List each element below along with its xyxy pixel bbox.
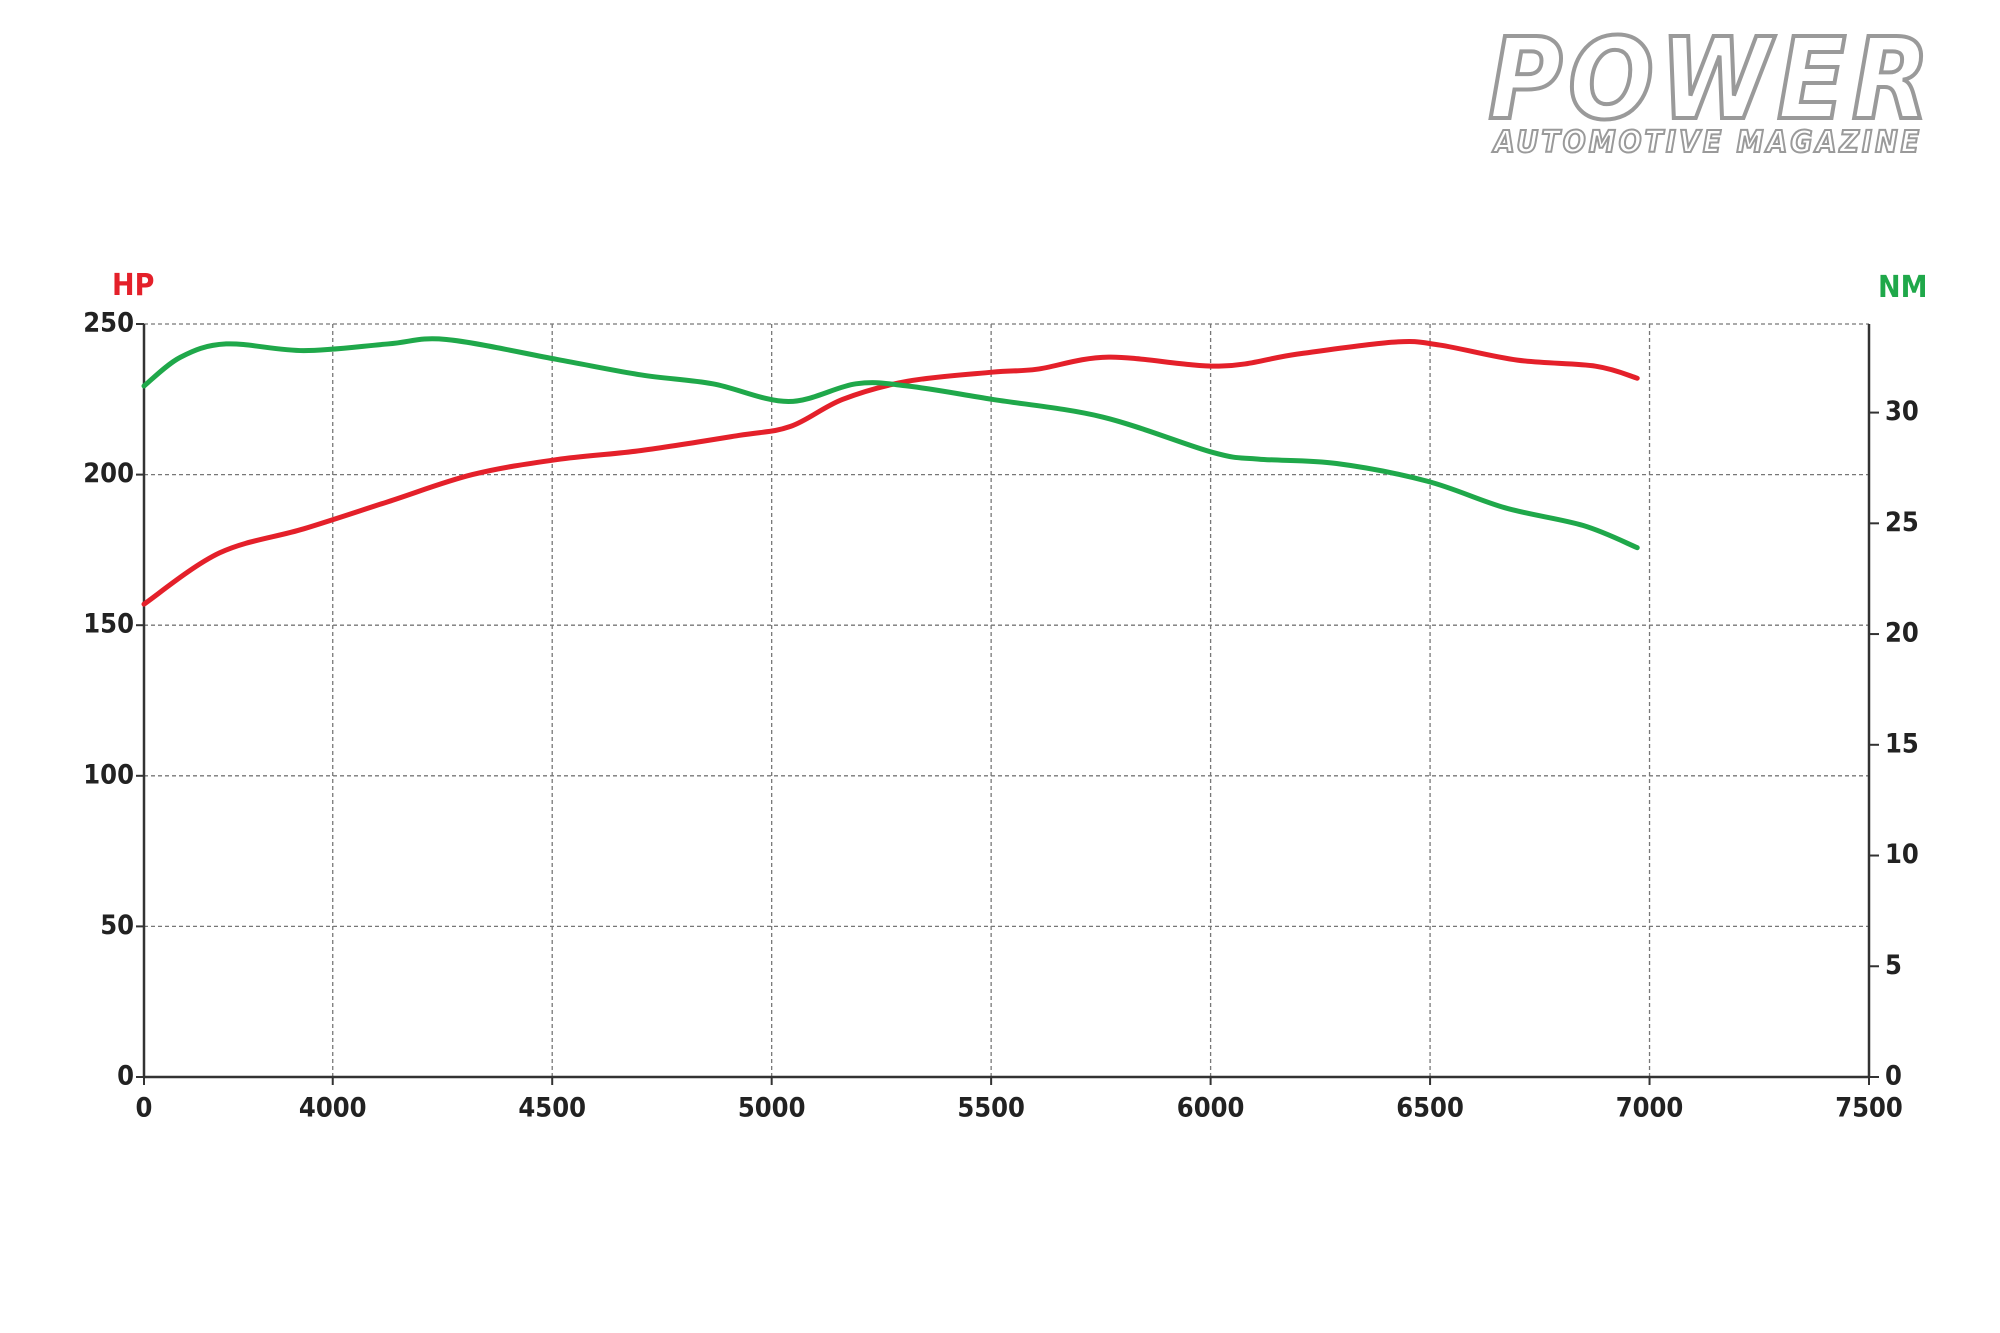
y-tick-label: 150 <box>83 609 134 640</box>
x-tick-label: 7500 <box>1835 1093 1903 1124</box>
y2-tick-label: 5 <box>1885 950 1902 981</box>
line-series <box>141 336 1640 551</box>
x-tick-label: 6500 <box>1396 1093 1464 1124</box>
x-tick-label: 5000 <box>738 1093 806 1124</box>
y2-tick-label: 30 <box>1885 396 1919 427</box>
y-tick-label: 50 <box>100 910 134 941</box>
x-tick-label: 4000 <box>299 1093 367 1124</box>
x-tick-label: 0 <box>136 1093 153 1124</box>
x-tick-label: 6000 <box>1177 1093 1245 1124</box>
y-tick-label: 250 <box>83 308 134 339</box>
brand-subtitle: AUTOMOTIVE MAGAZINE <box>1492 125 1922 160</box>
y-tick-label: 0 <box>117 1061 134 1092</box>
y2-tick-label: 20 <box>1885 618 1919 649</box>
x-tick-label: 7000 <box>1616 1093 1684 1124</box>
y2-tick-label: 15 <box>1885 728 1919 759</box>
brand-title: POWER <box>1488 15 1935 145</box>
line-series <box>141 338 1640 607</box>
y2-tick-label: 25 <box>1885 507 1919 538</box>
y-axis-label: HP <box>112 268 154 303</box>
y2-tick-label: 10 <box>1885 839 1919 870</box>
y-tick-label: 200 <box>83 458 134 489</box>
x-tick-label: 4500 <box>518 1093 586 1124</box>
y2-tick-label: 0 <box>1885 1061 1902 1092</box>
x-tick-label: 5500 <box>957 1093 1025 1124</box>
y-tick-label: 100 <box>83 759 134 790</box>
y2-axis-label: NM <box>1878 270 1927 305</box>
